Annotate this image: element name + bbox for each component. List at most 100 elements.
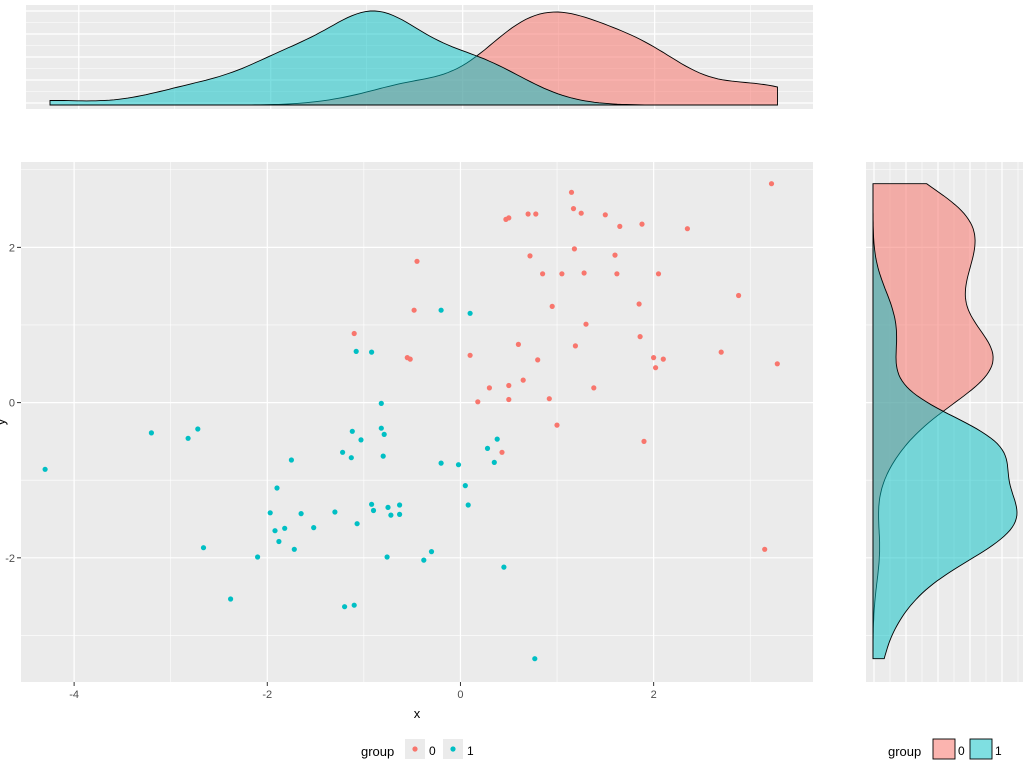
density-legend-key-0 [932, 738, 956, 760]
point-group-0 [559, 271, 565, 277]
y-axis-title: y [0, 418, 8, 425]
point-group-0 [527, 253, 533, 259]
density-group-1-x [49, 10, 778, 106]
x-tick-label: 0 [457, 689, 463, 701]
point-group-1 [438, 460, 444, 466]
point-group-1 [272, 528, 278, 534]
scatter-grid [21, 162, 813, 682]
legend-label-0: 0 [429, 744, 436, 758]
point-group-1 [369, 349, 375, 355]
point-group-1 [484, 445, 491, 451]
point-group-1 [353, 348, 359, 354]
point-group-1 [200, 545, 207, 551]
point-group-0 [486, 385, 492, 391]
point-group-0 [506, 396, 512, 403]
point-group-1 [384, 554, 390, 560]
point-group-0 [571, 246, 578, 252]
point-group-0 [591, 385, 597, 391]
point-group-1 [332, 509, 338, 515]
x-axis-title: x [414, 706, 421, 721]
point-group-1 [421, 557, 427, 563]
point-group-1 [148, 430, 154, 436]
point-group-0 [475, 399, 481, 405]
point-group-1 [274, 485, 280, 491]
point-group-1 [501, 564, 507, 570]
scatter-panel: -4 -2 0 2 -2 0 2 x y [0, 162, 813, 721]
point-group-0 [636, 301, 642, 307]
scatter-background [21, 162, 813, 682]
point-group-0 [617, 223, 623, 229]
point-group-1 [455, 462, 462, 468]
point-group-0 [568, 189, 575, 195]
point-group-1 [42, 466, 48, 472]
point-group-0 [762, 546, 768, 552]
point-group-1 [385, 504, 391, 510]
point-group-0 [653, 365, 659, 371]
scatter-points [42, 181, 780, 662]
point-group-1 [185, 435, 191, 441]
point-group-0 [554, 422, 560, 428]
point-group-0 [572, 343, 579, 349]
point-group-1 [291, 546, 297, 552]
point-group-1 [311, 525, 317, 531]
y-tick-label: 0 [9, 398, 15, 410]
x-tick-label: 2 [651, 689, 657, 701]
y-axis-ticks: -2 0 2 [5, 242, 21, 565]
point-group-0 [637, 334, 643, 340]
point-group-0 [612, 252, 618, 258]
point-group-0 [540, 271, 546, 277]
point-group-0 [535, 357, 541, 363]
density-group-1-y [872, 183, 1018, 660]
y-tick-label: 2 [9, 242, 15, 254]
x-axis-ticks: -4 -2 0 2 [69, 682, 657, 701]
density-legend-key-1 [969, 738, 993, 760]
density-legend-label-1: 1 [995, 744, 1002, 758]
point-group-0 [414, 258, 420, 264]
point-group-0 [581, 270, 587, 276]
point-group-0 [718, 349, 724, 355]
point-group-1 [195, 426, 201, 432]
point-group-0 [467, 352, 473, 358]
point-group-0 [407, 356, 413, 362]
point-group-1 [228, 596, 234, 602]
point-group-0 [639, 221, 645, 227]
point-group-0 [525, 211, 531, 217]
point-group-0 [506, 215, 512, 221]
point-group-1 [267, 510, 273, 516]
point-group-1 [465, 502, 471, 508]
scatter-legend: group 0 1 [361, 739, 474, 759]
point-group-0 [641, 438, 647, 444]
side-density-panel [866, 162, 1023, 682]
legend-point-1 [450, 746, 456, 752]
point-group-0 [520, 377, 526, 383]
legend-label-1: 1 [467, 744, 474, 758]
point-group-1 [349, 428, 355, 434]
point-group-0 [614, 271, 620, 277]
point-group-0 [515, 341, 522, 347]
y-tick-label: -2 [5, 553, 15, 565]
point-group-1 [354, 521, 360, 527]
point-group-1 [494, 436, 500, 442]
point-group-0 [651, 355, 657, 361]
point-group-0 [533, 211, 539, 217]
point-group-1 [276, 538, 282, 545]
point-group-1 [369, 501, 375, 507]
point-group-1 [381, 431, 387, 437]
point-group-0 [546, 396, 552, 402]
point-group-1 [288, 457, 294, 463]
density-legend-title: group [888, 744, 921, 759]
point-group-1 [348, 455, 354, 461]
point-group-1 [397, 502, 403, 508]
point-group-1 [351, 602, 357, 608]
density-legend-label-0: 0 [958, 744, 965, 758]
point-group-0 [660, 356, 666, 362]
point-group-1 [298, 510, 304, 517]
point-group-0 [570, 206, 577, 212]
point-group-0 [549, 303, 555, 309]
point-group-0 [583, 321, 589, 327]
point-group-1 [462, 483, 468, 489]
point-group-0 [602, 212, 608, 218]
point-group-0 [684, 226, 691, 232]
point-group-0 [351, 330, 357, 337]
